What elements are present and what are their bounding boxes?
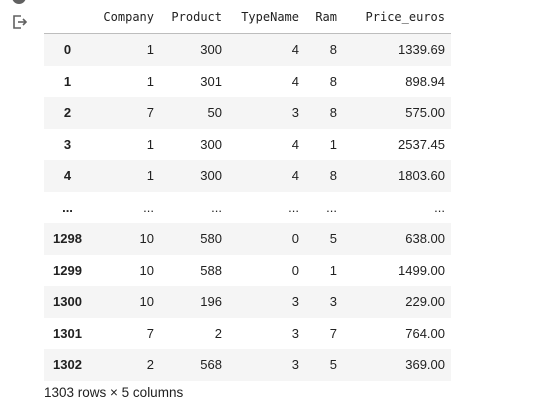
column-header-price-euros: Price_euros [339, 0, 451, 34]
cell-company: 10 [139, 294, 154, 310]
cell-company: 7 [146, 105, 154, 121]
row-index: 3 [63, 136, 72, 152]
table-row: 1301 7 2 3 7 764.00 [44, 317, 451, 349]
table-row: 3 1 300 4 1 2537.45 [44, 128, 451, 160]
cell-product: 300 [200, 168, 222, 184]
cell-ram: 8 [329, 105, 337, 121]
cell-ram: 8 [329, 168, 337, 184]
cell-product: ... [211, 199, 222, 215]
cell-ram: 5 [329, 357, 337, 373]
cell-typename: 4 [291, 136, 299, 152]
cell-company: 1 [146, 168, 154, 184]
row-index: ... [62, 199, 73, 215]
cell-product: 588 [200, 262, 222, 278]
cell-typename: 4 [291, 42, 299, 58]
row-index: 1301 [53, 325, 82, 341]
cell-company: 1 [146, 73, 154, 89]
cell-typename: 3 [291, 357, 299, 373]
cell-ram: 7 [329, 325, 337, 341]
row-index: 1302 [53, 357, 82, 373]
cell-price-euros: 1803.60 [398, 168, 445, 184]
index-header [44, 0, 91, 34]
cell-typename: 3 [291, 325, 299, 341]
row-index: 2 [63, 105, 72, 121]
cell-typename: 0 [291, 262, 299, 278]
cell-product: 2 [214, 325, 222, 341]
cell-product: 196 [200, 294, 222, 310]
cell-company: 7 [146, 325, 154, 341]
cell-product: 568 [200, 357, 222, 373]
table-header: Company Product TypeName Ram Price_euros [44, 0, 451, 34]
cell-price-euros: 638.00 [405, 231, 445, 247]
table-row: 1 1 301 4 8 898.94 [44, 65, 451, 97]
table-row: 1302 2 568 3 5 369.00 [44, 349, 451, 381]
column-header-typename: TypeName [224, 0, 301, 34]
cell-typename: ... [288, 199, 299, 215]
row-index: 1299 [53, 262, 82, 278]
cell-product: 301 [200, 73, 222, 89]
row-index: 1300 [53, 294, 82, 310]
cell-price-euros: 898.94 [405, 73, 445, 89]
row-index: 1298 [53, 231, 82, 247]
cell-company: 10 [139, 262, 154, 278]
cell-ram: 8 [329, 73, 337, 89]
table-row: 0 1 300 4 8 1339.69 [44, 33, 451, 66]
table-row: 1299 10 588 0 1 1499.00 [44, 254, 451, 286]
cell-ram: 1 [329, 136, 337, 152]
cell-price-euros: 1499.00 [398, 262, 445, 278]
table-body: 0 1 300 4 8 1339.69 1 1 301 4 8 898.94 2 7 50 3 8 575.00 3… [44, 33, 451, 381]
column-header-product: Product [156, 0, 224, 34]
cell-company: 2 [146, 357, 154, 373]
cell-product: 300 [200, 136, 222, 152]
cell-price-euros: 764.00 [405, 325, 445, 341]
header-row: Company Product TypeName Ram Price_euros [44, 0, 451, 34]
cell-ram: 5 [329, 231, 337, 247]
cell-company: ... [143, 199, 154, 215]
cell-price-euros: 1339.69 [398, 42, 445, 58]
cell-company: 1 [146, 42, 154, 58]
cell-product: 580 [200, 231, 222, 247]
dataframe-output: Company Product TypeName Ram Price_euros… [44, 0, 451, 381]
cell-price-euros: 2537.45 [398, 136, 445, 152]
cell-status-icon [12, 0, 26, 4]
dataframe-shape-label: 1303 rows × 5 columns [44, 385, 184, 400]
cell-company: 10 [139, 231, 154, 247]
cell-typename: 3 [291, 105, 299, 121]
cell-typename: 3 [291, 294, 299, 310]
cell-ram: ... [326, 199, 337, 215]
ellipsis-row: .................. [44, 191, 451, 223]
cell-company: 1 [146, 136, 154, 152]
output-redirect-icon[interactable] [12, 14, 28, 30]
column-header-ram: Ram [301, 0, 339, 34]
row-index: 4 [63, 168, 72, 184]
cell-price-euros: 575.00 [405, 105, 445, 121]
cell-product: 50 [207, 105, 222, 121]
column-header-company: Company [91, 0, 156, 34]
table-row: 1300 10 196 3 3 229.00 [44, 286, 451, 318]
row-index: 0 [63, 42, 72, 58]
cell-typename: 4 [291, 168, 299, 184]
row-index: 1 [63, 73, 72, 89]
cell-ram: 8 [329, 42, 337, 58]
cell-price-euros: ... [434, 199, 445, 215]
cell-typename: 0 [291, 231, 299, 247]
cell-price-euros: 369.00 [405, 357, 445, 373]
table-row: 2 7 50 3 8 575.00 [44, 97, 451, 129]
cell-ram: 3 [329, 294, 337, 310]
cell-ram: 1 [329, 262, 337, 278]
cell-price-euros: 229.00 [405, 294, 445, 310]
cell-typename: 4 [291, 73, 299, 89]
table-row: 4 1 300 4 8 1803.60 [44, 160, 451, 192]
cell-product: 300 [200, 42, 222, 58]
dataframe-table: Company Product TypeName Ram Price_euros… [44, 0, 451, 381]
table-row: 1298 10 580 0 5 638.00 [44, 223, 451, 255]
